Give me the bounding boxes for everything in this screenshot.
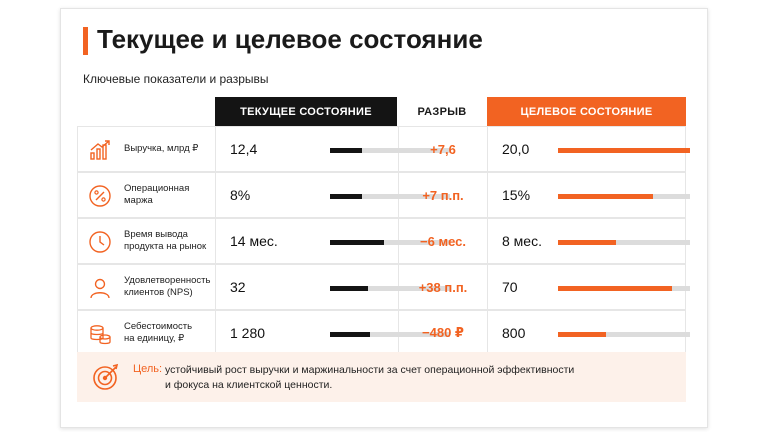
target-bar-track (558, 240, 690, 245)
row-label-line: продукта на рынок (124, 241, 207, 252)
target-value: 8 мес. (502, 233, 542, 249)
target-bar-fill (558, 148, 690, 153)
target-bar-fill (558, 332, 606, 337)
table-row: Удовлетворенность клиентов (NPS) 32 +38 п.п… (77, 264, 690, 310)
current-bar-fill (330, 286, 369, 291)
table-row: Время вывода продукта на рынок 14 мес. −6 м… (77, 218, 690, 264)
clock-icon (89, 231, 111, 253)
target-bar-fill (558, 286, 672, 291)
row-label-line: Себестоимость (124, 321, 193, 332)
current-bar-track (330, 240, 450, 245)
table-row: Операционная маржа 8% +7 п.п. 15% (77, 172, 690, 218)
target-value: 800 (502, 325, 526, 341)
user-icon (90, 278, 110, 299)
table-row: Выручка, млрд ₽ 12,4 +7,6 20,0 (77, 126, 690, 172)
current-value: 8% (230, 187, 251, 203)
row-label: Выручка, млрд ₽ (124, 127, 218, 171)
row-label-line: Время вывода (124, 229, 188, 240)
current-bar-fill (330, 148, 363, 153)
current-value: 12,4 (230, 141, 258, 157)
row-label-line: клиентов (NPS) (124, 287, 193, 298)
current-bar-fill (330, 332, 370, 337)
row-label: Операционная маржа (124, 173, 218, 217)
revenue-growth-chart-icon (90, 140, 110, 160)
target-value: 15% (502, 187, 531, 203)
title-accent-bar (83, 27, 88, 55)
current-bar-track (330, 194, 450, 199)
current-bar-track (330, 148, 450, 153)
row-label-line: Операционная (124, 183, 190, 194)
row-label-line: Выручка, млрд ₽ (124, 143, 199, 154)
row-label-line: на единицу, ₽ (124, 333, 185, 344)
coins-stack-icon (90, 325, 111, 345)
target-bar-fill (558, 240, 617, 245)
current-value: 32 (230, 279, 246, 295)
current-bar-track (330, 286, 450, 291)
percent-icon (89, 185, 111, 207)
gap-value: +7,6 (430, 141, 456, 157)
target-bar-track (558, 148, 690, 153)
goal-label: Цель: (133, 363, 163, 375)
row-label: Удовлетворенность клиентов (NPS) (124, 265, 218, 309)
target-value: 70 (502, 279, 518, 295)
goal-callout: Цель: устойчивый рост выручки и маржинал… (77, 352, 686, 402)
gap-value: −6 мес. (420, 233, 466, 249)
current-value: 1 280 (230, 325, 266, 341)
target-value: 20,0 (502, 141, 530, 157)
current-value: 14 мес. (230, 233, 278, 249)
target-bar-track (558, 286, 690, 291)
row-label: Себестоимость на единицу, ₽ (124, 311, 218, 355)
row-label-line: маржа (124, 195, 153, 206)
target-bar-fill (558, 194, 654, 199)
goal-text-line: устойчивый рост выручки и маржинальности… (165, 364, 575, 376)
page-title: Текущее и целевое состояние (97, 24, 483, 54)
goal-text-line: и фокуса на клиентской ценности. (165, 379, 333, 391)
gap-value: +38 п.п. (418, 279, 468, 295)
page-subtitle: Ключевые показатели и разрывы (83, 72, 269, 86)
row-label: Время вывода продукта на рынок (124, 219, 218, 263)
current-bar-track (330, 332, 450, 337)
column-header-target: ЦЕЛЕВОЕ СОСТОЯНИЕ (487, 97, 686, 126)
target-bar-track (558, 194, 690, 199)
table-row: Себестоимость на единицу, ₽ 1 280 −480 ₽ 800 (77, 310, 690, 356)
column-header-gap: РАЗРЫВ (417, 105, 467, 118)
current-bar-fill (330, 194, 363, 199)
column-header-current: ТЕКУЩЕЕ СОСТОЯНИЕ (215, 97, 397, 126)
goal-text: устойчивый рост выручки и маржинальности… (165, 363, 665, 393)
target-bar-track (558, 332, 690, 337)
row-label-line: Удовлетворенность (124, 275, 211, 286)
gap-value: −480 ₽ (422, 325, 464, 340)
current-bar-fill (330, 240, 384, 245)
target-icon (93, 363, 119, 390)
slide: Текущее и целевое состояние Ключевые пок… (60, 8, 708, 428)
gap-value: +7 п.п. (422, 187, 464, 203)
